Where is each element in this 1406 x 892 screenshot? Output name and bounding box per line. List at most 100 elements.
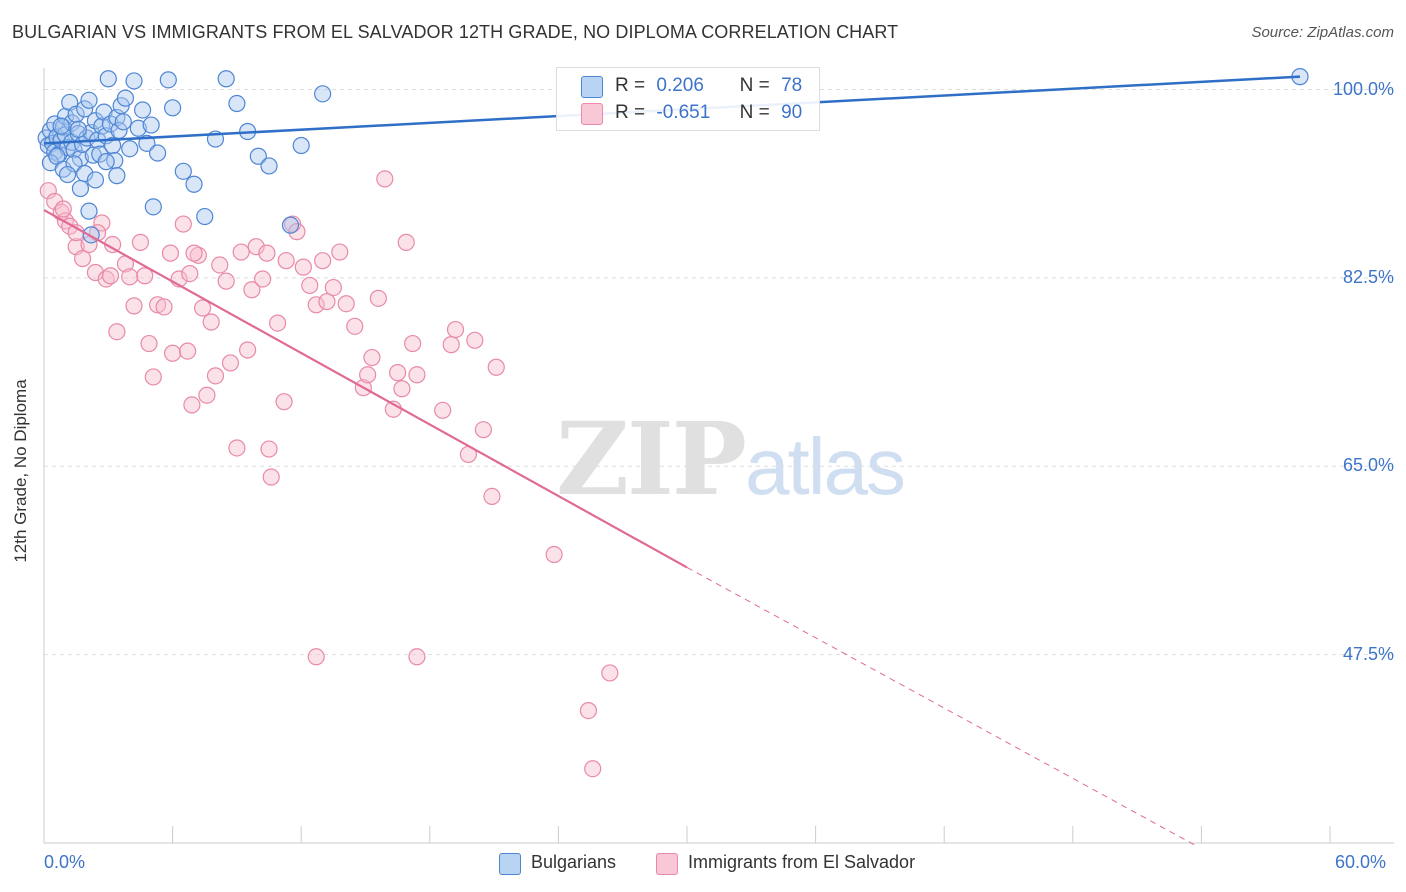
chart-title: BULGARIAN VS IMMIGRANTS FROM EL SALVADOR…: [12, 22, 899, 42]
point-el-salvador: [217, 272, 235, 290]
point-el-salvador: [337, 295, 355, 313]
y-axis-label: 12th Grade, No Diploma: [11, 379, 30, 563]
point-bulgarian: [129, 119, 147, 137]
point-bulgarian: [65, 155, 83, 173]
point-el-salvador: [155, 298, 173, 316]
point-el-salvador: [194, 299, 212, 317]
point-el-salvador: [369, 289, 387, 307]
point-bulgarian: [185, 175, 203, 193]
point-el-salvador: [228, 439, 246, 457]
point-el-salvador: [288, 223, 306, 241]
point-bulgarian: [67, 105, 85, 123]
point-el-salvador: [198, 386, 216, 404]
grid-lines: [44, 89, 1394, 656]
point-el-salvador: [164, 344, 182, 362]
series-immigrants-el-salvador: [39, 170, 619, 778]
point-el-salvador: [211, 256, 229, 274]
point-bulgarian: [71, 179, 90, 198]
trend-lines: [43, 75, 1301, 846]
point-el-salvador: [307, 648, 325, 666]
point-el-salvador: [108, 323, 126, 341]
stats-legend: R = 0.206 N = 78 R = -0.651 N = 90: [556, 67, 820, 131]
point-el-salvador: [545, 545, 563, 564]
point-bulgarian: [249, 147, 267, 165]
point-bulgarian: [63, 114, 81, 132]
point-el-salvador: [474, 421, 492, 439]
trend-line-el-salvador: [43, 209, 688, 569]
point-el-salvador: [54, 200, 72, 218]
point-el-salvador: [144, 368, 162, 386]
series-legend: Bulgarians Immigrants from El Salvador: [0, 852, 1406, 878]
point-bulgarian: [52, 117, 70, 135]
point-el-salvador: [324, 278, 342, 297]
point-el-salvador: [269, 314, 287, 332]
point-el-salvador: [389, 364, 407, 382]
point-el-salvador: [307, 296, 325, 314]
point-el-salvador: [93, 214, 111, 232]
r-label: R =: [615, 102, 646, 123]
source-credit: Source: ZipAtlas.com: [1251, 24, 1394, 41]
point-el-salvador: [483, 487, 501, 506]
point-el-salvador: [346, 317, 364, 335]
point-el-salvador: [73, 249, 92, 268]
point-el-salvador: [404, 334, 422, 353]
trend-line-el-salvador-extrapolated: [686, 567, 1196, 846]
n-value: 90: [781, 102, 803, 123]
point-bulgarian: [108, 167, 126, 185]
legend-label: Bulgarians: [531, 852, 617, 872]
point-bulgarian: [76, 100, 94, 118]
point-el-salvador: [584, 760, 602, 778]
point-el-salvador: [314, 252, 332, 270]
bulgarians-swatch: [499, 853, 521, 875]
point-el-salvador: [277, 252, 295, 270]
point-el-salvador: [331, 243, 349, 261]
series-bulgarians: [37, 68, 1309, 244]
point-bulgarian: [159, 71, 177, 89]
point-el-salvador: [318, 292, 336, 311]
point-el-salvador: [275, 393, 293, 411]
legend-label: Immigrants from El Salvador: [688, 852, 916, 872]
point-bulgarian: [228, 94, 246, 113]
point-bulgarian: [125, 72, 143, 90]
point-bulgarian: [217, 70, 235, 88]
point-bulgarian: [58, 165, 77, 184]
point-el-salvador: [466, 331, 484, 349]
r-label: R =: [615, 75, 646, 96]
el-salvador-swatch: [656, 853, 678, 875]
r-value: 0.206: [656, 75, 704, 96]
point-el-salvador: [601, 664, 619, 682]
point-el-salvador: [260, 440, 278, 458]
point-el-salvador: [185, 244, 203, 262]
point-bulgarian: [314, 85, 332, 103]
point-el-salvador: [442, 336, 460, 354]
point-el-salvador: [376, 170, 394, 188]
point-el-salvador: [221, 354, 240, 372]
point-bulgarian: [103, 136, 122, 155]
x-tick-label-max: 60.0%: [1335, 852, 1387, 872]
point-bulgarian: [69, 120, 87, 138]
point-el-salvador: [174, 215, 192, 233]
point-el-salvador: [408, 366, 426, 384]
y-tick-label: 100.0%: [1332, 78, 1394, 99]
point-bulgarian: [97, 153, 115, 171]
point-el-salvador: [258, 244, 276, 262]
point-bulgarian: [86, 171, 105, 189]
point-el-salvador: [140, 334, 158, 353]
point-bulgarian: [144, 198, 162, 216]
point-el-salvador: [434, 401, 452, 419]
point-el-salvador: [254, 270, 272, 288]
axes: [43, 68, 1394, 844]
point-el-salvador: [247, 238, 265, 256]
point-el-salvador: [136, 267, 154, 285]
n-label: N =: [739, 102, 770, 123]
x-tick-label-min: 0.0%: [44, 852, 86, 872]
point-bulgarian: [174, 162, 192, 180]
point-el-salvador: [232, 243, 250, 261]
point-bulgarian: [106, 151, 124, 170]
point-bulgarian: [142, 116, 160, 134]
point-bulgarian: [101, 115, 120, 133]
n-value: 78: [781, 75, 803, 96]
point-el-salvador: [397, 233, 415, 251]
point-bulgarian: [114, 113, 132, 131]
